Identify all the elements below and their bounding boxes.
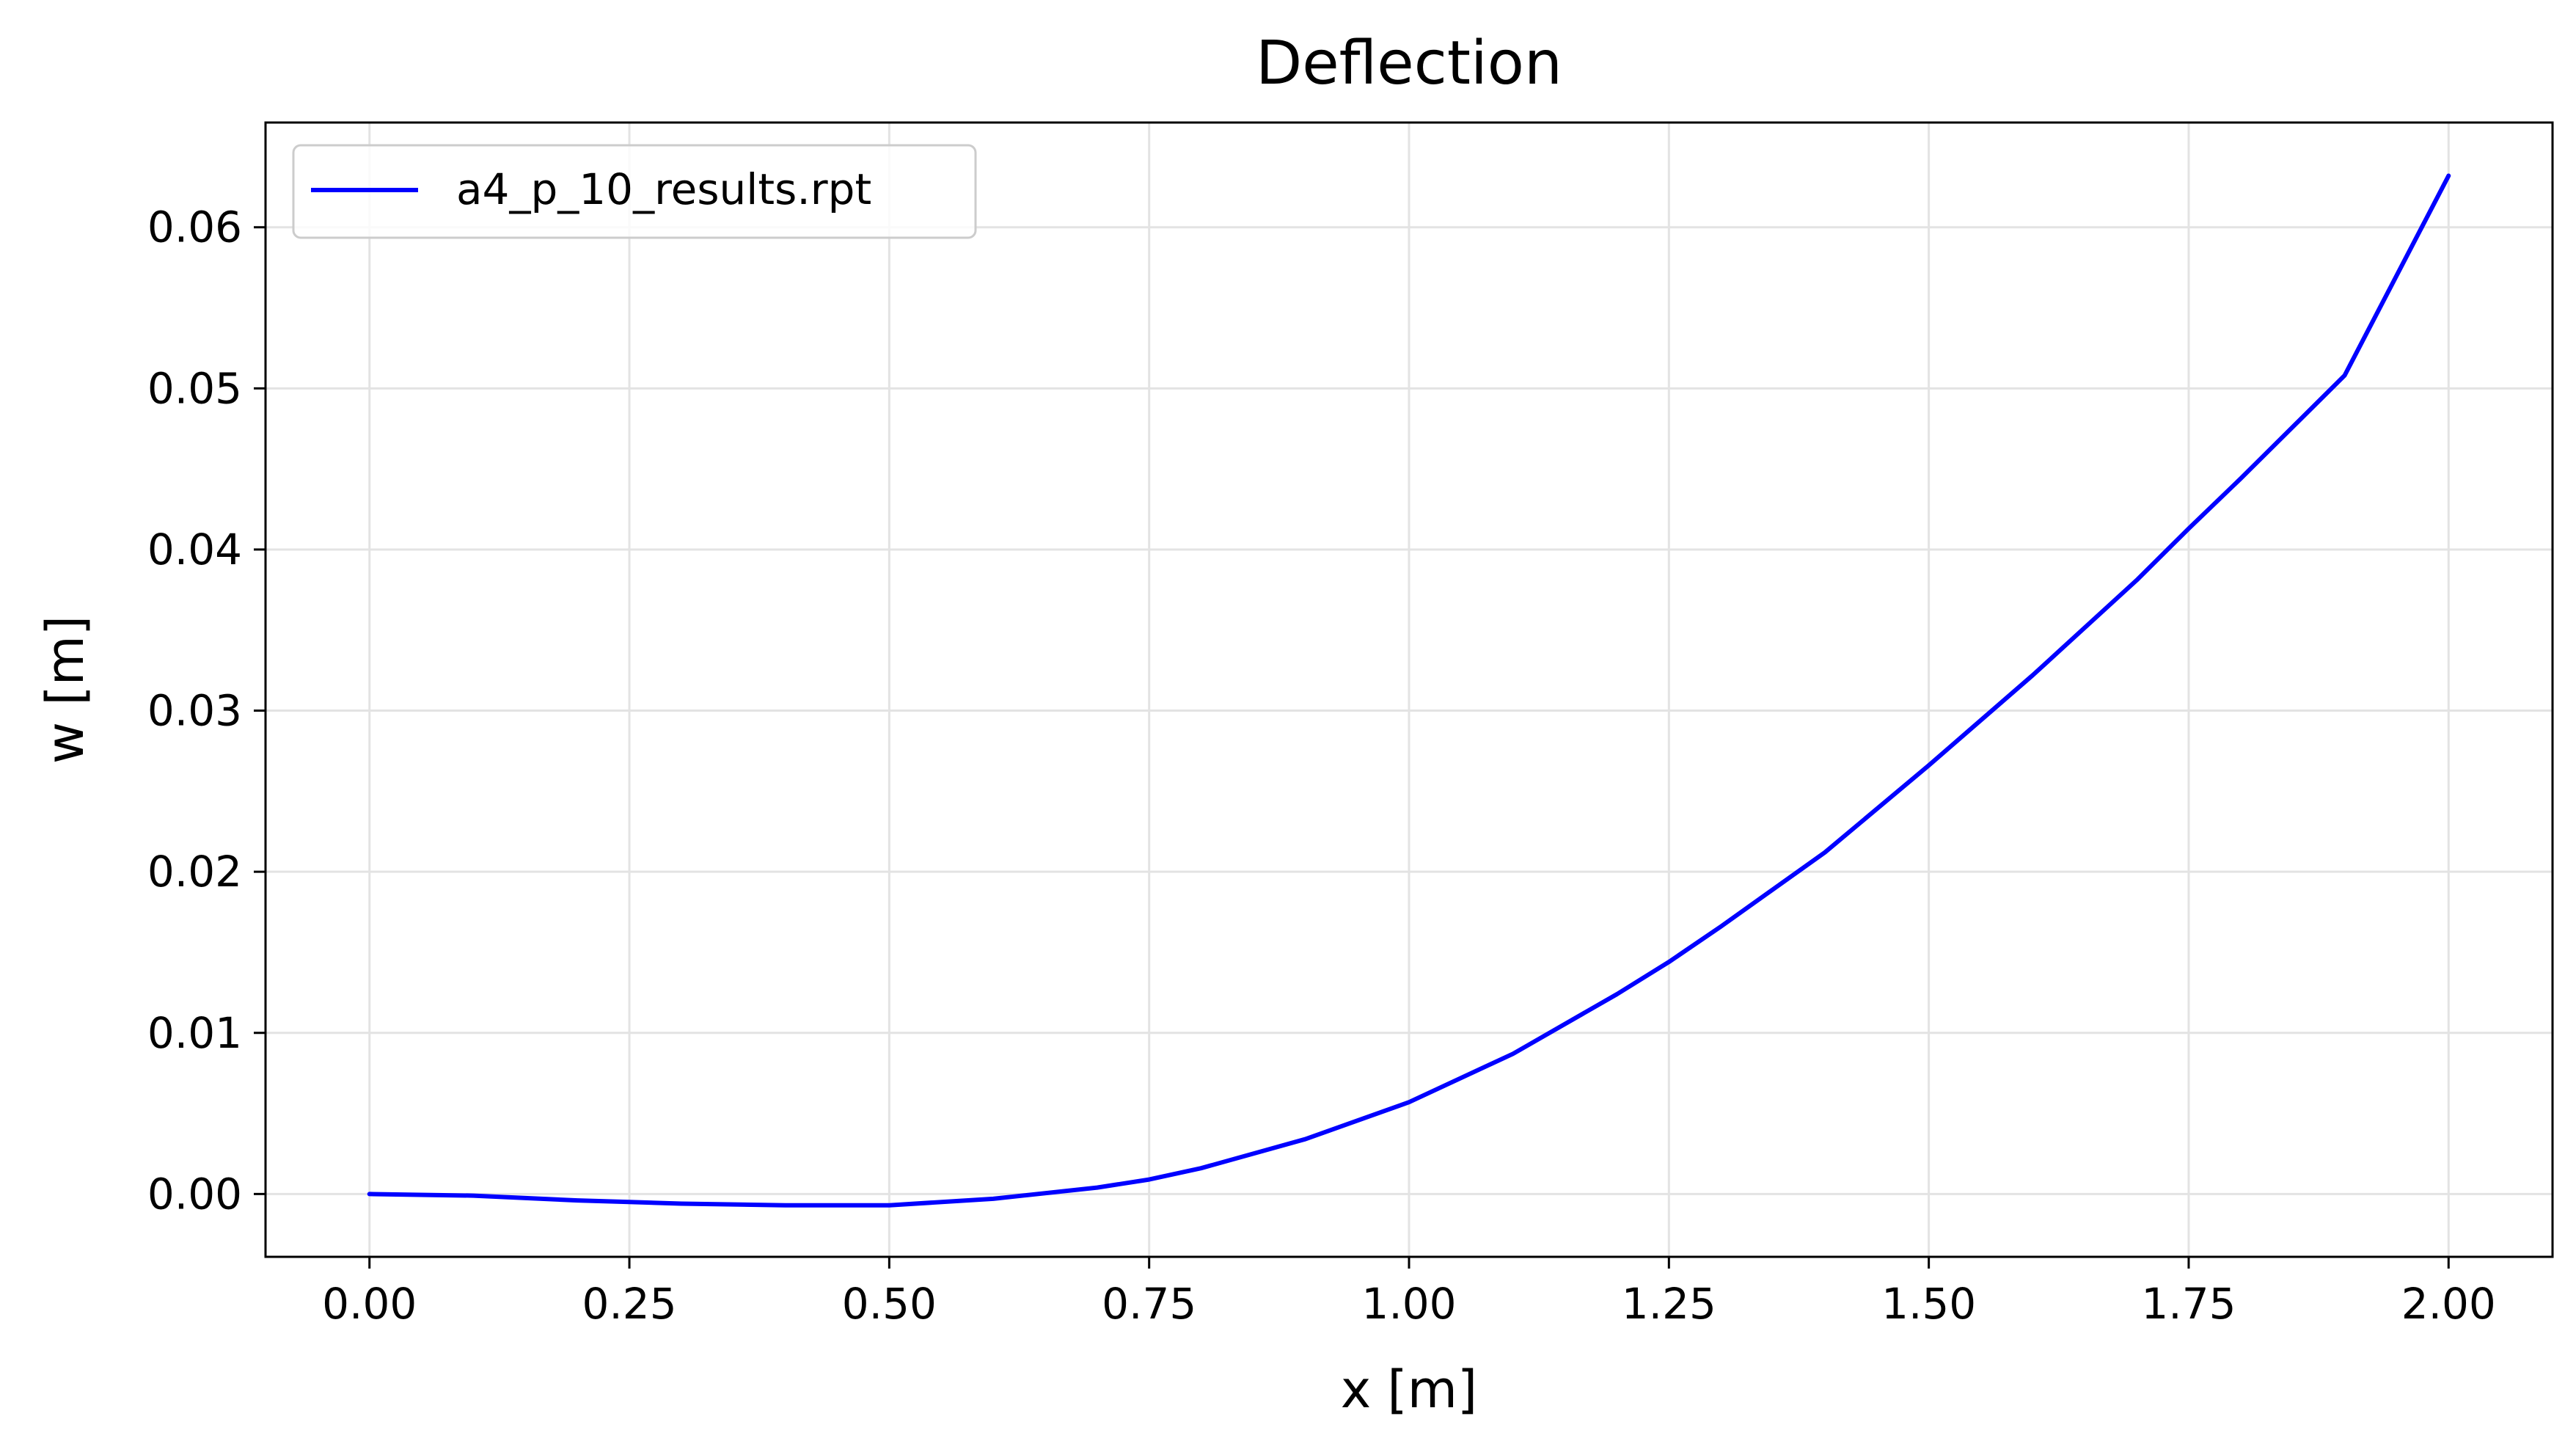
x-tick-label: 1.50 bbox=[1881, 1279, 1976, 1329]
x-tick-label: 1.75 bbox=[2141, 1279, 2236, 1329]
y-tick-label: 0.01 bbox=[147, 1008, 242, 1058]
legend-label: a4_p_10_results.rpt bbox=[456, 164, 871, 214]
grid bbox=[266, 123, 2553, 1257]
y-tick-label: 0.03 bbox=[147, 686, 242, 736]
x-tick-label: 0.50 bbox=[842, 1279, 937, 1329]
legend: a4_p_10_results.rpt bbox=[292, 144, 977, 239]
chart-title: Deflection bbox=[1256, 29, 1562, 98]
x-tick-label: 0.25 bbox=[582, 1279, 676, 1329]
y-tick-label: 0.00 bbox=[147, 1169, 242, 1219]
y-tick-label: 0.02 bbox=[147, 847, 242, 897]
x-axis-label: x [m] bbox=[1341, 1360, 1477, 1420]
x-tick-label: 2.00 bbox=[2401, 1279, 2496, 1329]
x-tick-label: 1.25 bbox=[1622, 1279, 1716, 1329]
y-tick-label: 0.04 bbox=[147, 525, 242, 574]
x-tick-label: 0.75 bbox=[1102, 1279, 1196, 1329]
legend-box bbox=[292, 144, 977, 239]
x-axis-ticks: 0.00 0.25 0.50 0.75 1.00 1.25 1.50 1.75 2.00 bbox=[322, 1257, 2496, 1329]
x-tick-label: 0.00 bbox=[322, 1279, 417, 1329]
y-axis-label: w [m] bbox=[35, 616, 95, 764]
y-axis-ticks: 0.00 0.01 0.02 0.03 0.04 0.05 0.06 bbox=[147, 203, 266, 1219]
y-tick-label: 0.06 bbox=[147, 203, 242, 252]
series-layer bbox=[367, 173, 2451, 1208]
series-line bbox=[367, 173, 2451, 1208]
x-tick-label: 1.00 bbox=[1361, 1279, 1456, 1329]
y-tick-label: 0.05 bbox=[147, 363, 242, 413]
